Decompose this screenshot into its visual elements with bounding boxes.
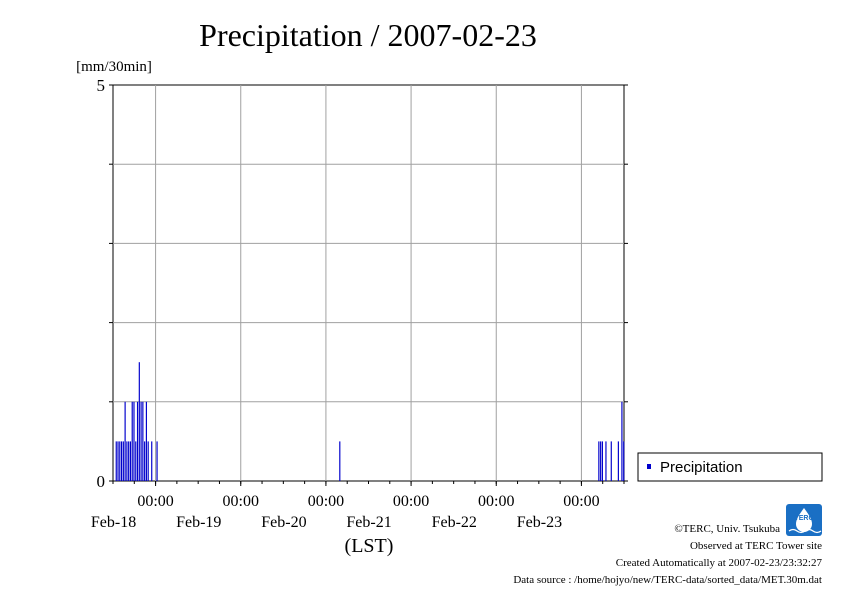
y-axis-unit: [mm/30min] [76, 59, 152, 75]
precipitation-bar [136, 401, 139, 481]
x-tick-time-label: 00:00 [393, 493, 429, 510]
precipitation-bar [151, 441, 153, 481]
x-tick-time-label: 00:00 [137, 493, 173, 510]
x-tick-time-label: 00:00 [223, 493, 259, 510]
x-tick-time-label: 00:00 [563, 493, 599, 510]
x-tick-date-label: Feb-23 [517, 514, 562, 531]
precipitation-bar [601, 441, 603, 481]
precipitation-bar [120, 441, 123, 481]
water-drop-icon [796, 508, 812, 532]
precipitation-bar [131, 401, 133, 481]
precipitation-bar [156, 441, 158, 481]
chart-title: Precipitation / 2007-02-23 [199, 17, 537, 53]
precipitation-bar [140, 401, 142, 481]
created-text: Created Automatically at 2007-02-23/23:3… [616, 557, 823, 569]
legend-label: Precipitation [660, 459, 743, 476]
precipitation-bar [145, 401, 147, 481]
precipitation-bar [115, 441, 117, 481]
x-tick-date-label: Feb-18 [91, 514, 136, 531]
precipitation-bar [122, 441, 124, 481]
precipitation-bar [119, 441, 121, 481]
x-tick-date-label: Feb-19 [176, 514, 221, 531]
grid [113, 85, 624, 481]
data-source-text: Data source : /home/hojyo/new/TERC-data/… [513, 574, 822, 586]
precipitation-bar [600, 441, 602, 481]
precipitation-bar [138, 362, 140, 481]
precipitation-bar [126, 441, 128, 481]
x-tick-time-label: 00:00 [308, 493, 344, 510]
y-tick-label: 0 [97, 472, 106, 491]
precipitation-bar [144, 441, 146, 481]
legend-swatch [647, 464, 651, 469]
x-tick-time-label: 00:00 [478, 493, 514, 510]
precipitation-bar [133, 401, 135, 481]
x-tick-date-label: Feb-22 [432, 514, 477, 531]
y-tick-label: 5 [97, 76, 106, 95]
precipitation-bar [135, 441, 137, 481]
precipitation-bar [598, 441, 600, 481]
plot-frame [112, 84, 625, 482]
precipitation-bar [142, 401, 144, 481]
precipitation-bar [128, 441, 130, 481]
copyright-text: ©TERC, Univ. Tsukuba [674, 523, 780, 535]
precipitation-bar [605, 441, 607, 481]
logo-text: TERC [794, 515, 813, 522]
site-text: Observed at TERC Tower site [690, 540, 822, 552]
x-tick-date-label: Feb-21 [346, 514, 391, 531]
precipitation-bar [621, 401, 623, 481]
wave-icon [788, 528, 822, 534]
precipitation-bar [124, 401, 126, 481]
precipitation-bar [623, 441, 625, 481]
terc-logo: TERC [786, 504, 822, 536]
legend-box [637, 452, 823, 482]
legend: Precipitation [637, 452, 823, 482]
x-axis: 00:00Feb-1800:00Feb-1900:00Feb-2000:00Fe… [91, 481, 625, 531]
precipitation-bar [129, 441, 132, 481]
x-axis-label: (LST) [345, 535, 394, 557]
x-tick-date-label: Feb-20 [261, 514, 306, 531]
bars [115, 362, 625, 481]
precipitation-bar [339, 441, 341, 481]
precipitation-bar [117, 441, 119, 481]
y-axis: 05 [97, 76, 628, 491]
precipitation-bar [617, 441, 619, 481]
precipitation-bar [610, 441, 612, 481]
precipitation-bar [147, 441, 149, 481]
